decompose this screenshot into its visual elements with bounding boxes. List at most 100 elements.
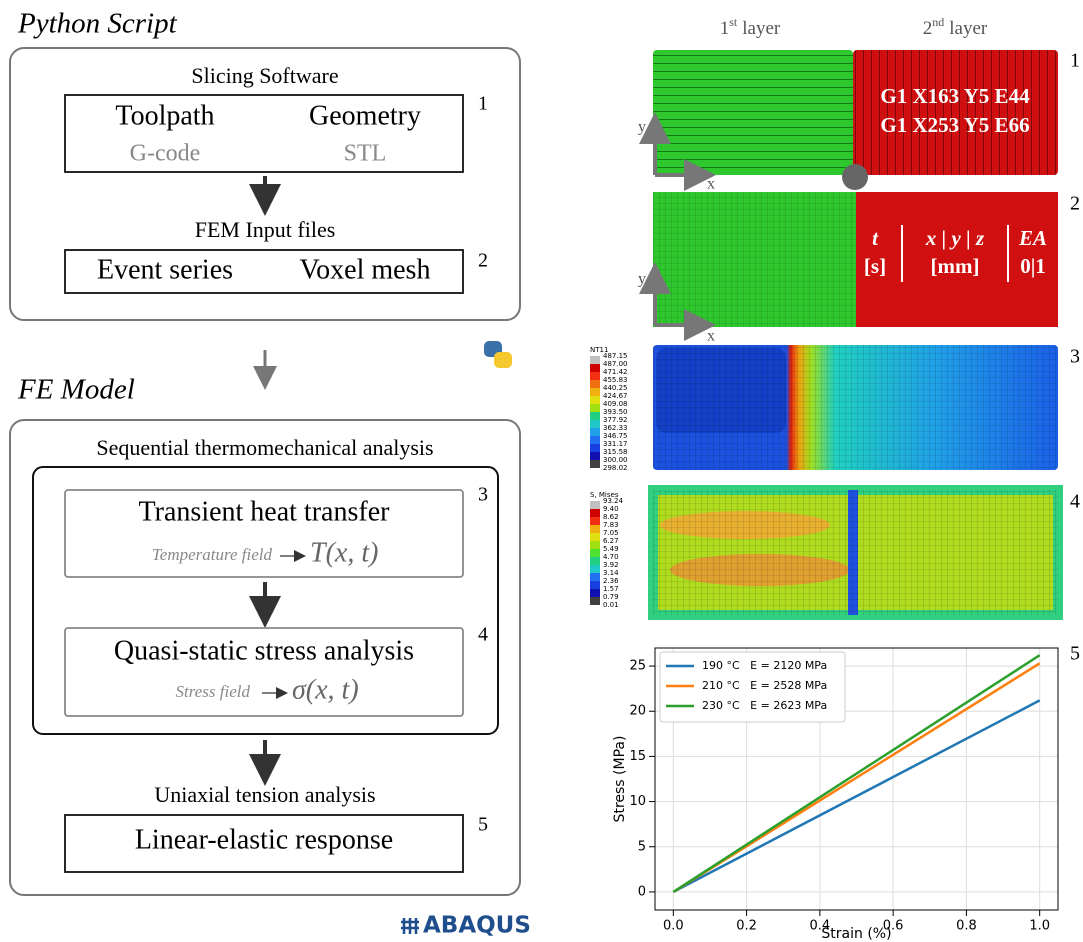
legend-level: 409.08	[603, 400, 628, 408]
legend-level: 6.27	[603, 537, 619, 545]
y-axis-label: Stress (MPa)	[612, 736, 628, 823]
layer-1-toolpath	[653, 50, 853, 175]
chart: 05101520250.00.20.40.60.81.0Strain (%)St…	[612, 648, 1058, 942]
y-tick-label: 5	[638, 839, 646, 854]
y-tick-label: 15	[629, 749, 646, 764]
legend-swatch	[590, 525, 600, 533]
field-label: Temperature field	[152, 545, 273, 564]
legend-level: 93.24	[603, 497, 624, 505]
legend-swatch	[590, 533, 600, 541]
step-number: 5	[1070, 643, 1080, 665]
y-tick-label: 25	[629, 659, 646, 674]
legend-swatch	[590, 589, 600, 597]
legend-level: 298.02	[603, 464, 628, 472]
block-title: Sequential thermomechanical analysis	[96, 435, 433, 460]
legend-swatch	[590, 517, 600, 525]
legend-level: 9.40	[603, 505, 619, 513]
legend-swatch	[590, 509, 600, 517]
field-label: Stress field	[176, 682, 251, 701]
table-head: EA	[1018, 226, 1047, 250]
gcode-line: G1 X163 Y5 E44	[880, 84, 1030, 108]
block-title: FEM Input files	[195, 217, 336, 242]
x-tick-label: 1.0	[1029, 919, 1050, 934]
step-number: 1	[478, 93, 488, 115]
legend-label: 190 °C E = 2120 MPa	[702, 659, 827, 672]
x-axis-label: Strain (%)	[821, 926, 891, 942]
legend-level: 487.00	[603, 360, 628, 368]
y-tick-label: 10	[629, 794, 646, 809]
gcode-line: G1 X253 Y5 E66	[880, 113, 1029, 137]
legend-swatch	[590, 581, 600, 589]
legend-level: 8.62	[603, 513, 619, 521]
step-number: 1	[1070, 50, 1080, 72]
axis-label: x	[707, 176, 715, 193]
step-number: 3	[478, 484, 488, 506]
legend-level: 300.00	[603, 456, 628, 464]
legend-level: 7.83	[603, 521, 619, 529]
legend-swatch	[590, 549, 600, 557]
item-label: Event series	[97, 254, 233, 285]
axis-label: x	[707, 328, 715, 345]
mesh-grid	[653, 490, 1058, 615]
legend-level: 4.70	[603, 553, 619, 561]
x-tick-label: 0.8	[956, 919, 977, 934]
legend-level: 393.50	[603, 408, 628, 416]
legend-level: 5.49	[603, 545, 619, 553]
legend-level: 7.05	[603, 529, 619, 537]
legend-label: 230 °C E = 2623 MPa	[702, 699, 827, 712]
legend-swatch	[590, 541, 600, 549]
legend-swatch	[590, 436, 600, 444]
field-symbol: T(x, t)	[310, 537, 378, 568]
item-sub: G-code	[130, 141, 201, 167]
section-title: FE Model	[17, 374, 135, 406]
legend-level: 315.58	[603, 448, 628, 456]
step-number: 4	[478, 624, 488, 646]
legend-swatch	[590, 573, 600, 581]
x-tick-label: 0.0	[663, 919, 684, 934]
step-number: 2	[478, 250, 488, 272]
legend-level: 471.42	[603, 368, 628, 376]
block-title: Uniaxial tension analysis	[154, 782, 375, 807]
step-number: 5	[478, 814, 488, 836]
legend-level: 377.92	[603, 416, 628, 424]
logo-text: ABAQUS	[423, 913, 531, 939]
legend-level: 346.75	[603, 432, 628, 440]
legend-swatch	[590, 388, 600, 396]
legend-level: 0.01	[603, 601, 619, 609]
item-label: Geometry	[309, 100, 421, 131]
legend-level: 487.15	[603, 352, 628, 360]
legend-swatch	[590, 372, 600, 380]
legend-level: 440.25	[603, 384, 628, 392]
legend-level: 424.67	[603, 392, 628, 400]
item-sub: STL	[344, 141, 387, 167]
legend-level: 2.36	[603, 577, 619, 585]
legend-swatch	[590, 428, 600, 436]
mesh-grid	[653, 192, 856, 327]
legend-swatch	[590, 412, 600, 420]
legend-swatch	[590, 460, 600, 468]
legend-swatch	[590, 380, 600, 388]
legend-level: 1.57	[603, 585, 619, 593]
step-number: 3	[1070, 346, 1080, 368]
section-title: Python Script	[17, 8, 178, 40]
x-tick-label: 0.2	[736, 919, 757, 934]
legend-level: 0.79	[603, 593, 619, 601]
abaqus-logo: ABAQUS	[401, 913, 531, 939]
legend-level: 3.92	[603, 561, 619, 569]
legend-swatch	[590, 565, 600, 573]
legend-swatch	[590, 444, 600, 452]
legend-label: 210 °C E = 2528 MPa	[702, 679, 827, 692]
analysis-title: Quasi-static stress analysis	[114, 635, 414, 666]
y-tick-label: 0	[638, 884, 646, 899]
legend-swatch	[590, 364, 600, 372]
legend-level: 331.17	[603, 440, 628, 448]
y-tick-label: 20	[629, 704, 646, 719]
nozzle	[842, 164, 868, 190]
legend-level: 3.14	[603, 569, 619, 577]
analysis-title: Transient heat transfer	[139, 496, 391, 527]
legend-swatch	[590, 452, 600, 460]
legend-swatch	[590, 404, 600, 412]
legend-swatch	[590, 501, 600, 509]
